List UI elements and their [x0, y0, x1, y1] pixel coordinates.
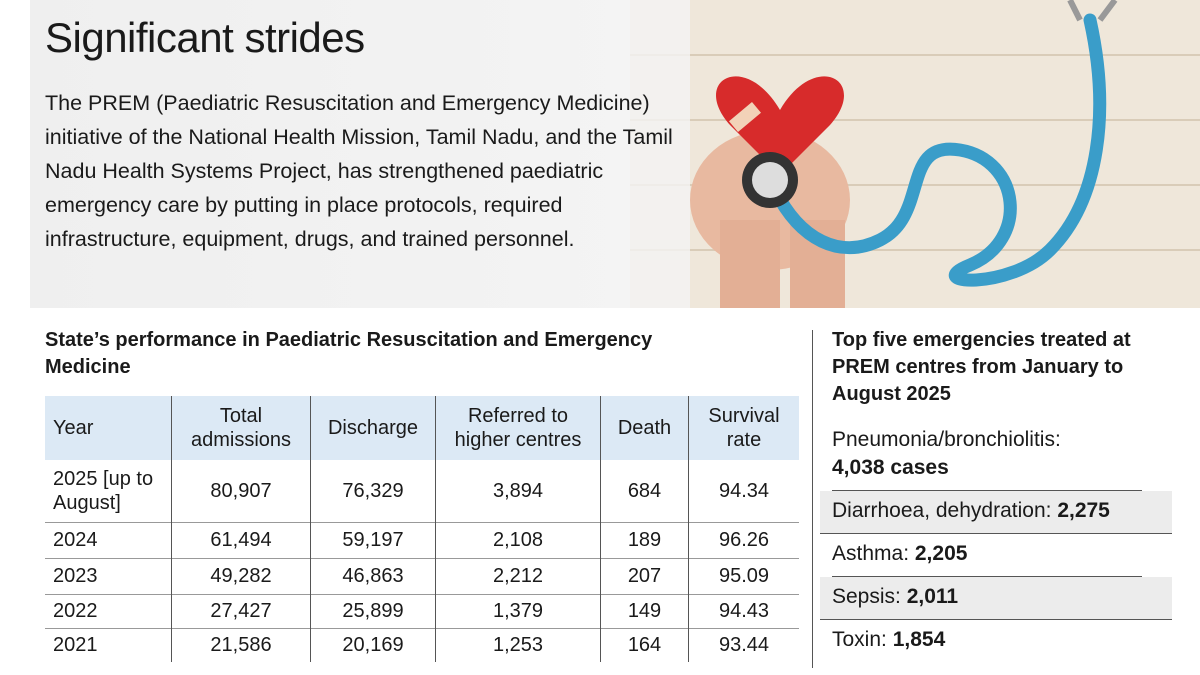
emergency-label: Diarrhoea, dehydration: — [832, 499, 1052, 522]
table-row: 2022 27,427 25,899 1,379 149 94.43 — [45, 594, 799, 628]
column-header: Death — [600, 396, 689, 460]
table-row: 2024 61,494 59,197 2,108 189 96.26 — [45, 522, 799, 558]
table-cell: 96.26 — [688, 522, 799, 558]
table-row: 2023 49,282 46,863 2,212 207 95.09 — [45, 558, 799, 594]
emergency-item: Toxin: 1,854 — [832, 620, 1142, 662]
table-cell: 684 — [600, 460, 689, 522]
table-body: 2025 [up to August] 80,907 76,329 3,894 684 9… — [45, 460, 799, 662]
table-cell: 1,379 — [435, 594, 601, 628]
divider — [812, 330, 813, 668]
table-cell: 95.09 — [688, 558, 799, 594]
column-header: Survival rate — [688, 396, 799, 460]
table-cell: 3,894 — [435, 460, 601, 522]
column-header: Referred to higher centres — [435, 396, 601, 460]
table-cell: 94.43 — [688, 594, 799, 628]
header-row: Year Total admissions Discharge Referred to… — [45, 396, 799, 460]
emergency-value: 2,011 — [906, 585, 959, 608]
table-cell: 46,863 — [310, 558, 436, 594]
column-header: Discharge — [310, 396, 436, 460]
table-cell: 189 — [600, 522, 689, 558]
illustration — [630, 0, 1200, 308]
column-header: Year — [45, 396, 172, 460]
emergency-value: 2,205 — [914, 542, 968, 565]
table-cell: 21,586 — [171, 628, 311, 662]
table-cell: 93.44 — [688, 628, 799, 662]
performance-table: Year Total admissions Discharge Referred to… — [45, 396, 799, 662]
emergency-label: Toxin: — [832, 628, 887, 651]
table-cell: 207 — [600, 558, 689, 594]
table-cell: 94.34 — [688, 460, 799, 522]
table-cell: 149 — [600, 594, 689, 628]
table-cell: 2021 — [53, 634, 98, 657]
emergency-label: Asthma: — [832, 542, 910, 565]
table-row: 2021 21,586 20,169 1,253 164 93.44 — [45, 628, 799, 662]
table-cell: 25,899 — [310, 594, 436, 628]
table-title: State’s performance in Paediatric Resusc… — [45, 329, 653, 378]
emergencies-title: Top five emergencies treated at PREM cen… — [832, 329, 1131, 405]
table-cell: 2,212 — [435, 558, 601, 594]
table-cell: 2022 — [53, 600, 98, 622]
table-cell: 2025 [up to August] — [53, 467, 154, 514]
emergency-label: Pneumonia/bronchiolitis: — [832, 428, 1061, 451]
table-cell: 20,169 — [310, 628, 436, 662]
emergency-item: Sepsis: 2,011 — [820, 577, 1172, 620]
table-cell: 1,253 — [435, 628, 601, 662]
table-cell: 49,282 — [171, 558, 311, 594]
table-cell: 164 — [600, 628, 689, 662]
table-cell: 27,427 — [171, 594, 311, 628]
emergency-item: Pneumonia/bronchiolitis: 4,038 cases — [832, 420, 1142, 491]
table-cell: 76,329 — [310, 460, 436, 522]
emergency-value: 2,275 — [1057, 499, 1110, 522]
table-cell: 2,108 — [435, 522, 601, 558]
column-header: Total admissions — [171, 396, 311, 460]
emergencies-list: Pneumonia/bronchiolitis: 4,038 cases Diarr… — [820, 420, 1172, 662]
table-cell: 61,494 — [171, 522, 311, 558]
table-cell: 2024 — [53, 529, 98, 551]
emergency-label: Sepsis: — [832, 585, 901, 608]
emergency-item: Asthma: 2,205 — [832, 534, 1142, 577]
intro-text: The PREM (Paediatric Resuscitation and E… — [45, 91, 673, 251]
title: Significant strides — [45, 14, 365, 61]
emergency-value: 1,854 — [892, 628, 946, 651]
table-cell: 2023 — [53, 565, 98, 587]
emergency-value: 4,038 cases — [832, 456, 949, 479]
table-cell: 59,197 — [310, 522, 436, 558]
table-cell: 80,907 — [171, 460, 311, 522]
emergency-item: Diarrhoea, dehydration: 2,275 — [820, 491, 1172, 534]
table-row: 2025 [up to August] 80,907 76,329 3,894 684 9… — [45, 460, 799, 522]
